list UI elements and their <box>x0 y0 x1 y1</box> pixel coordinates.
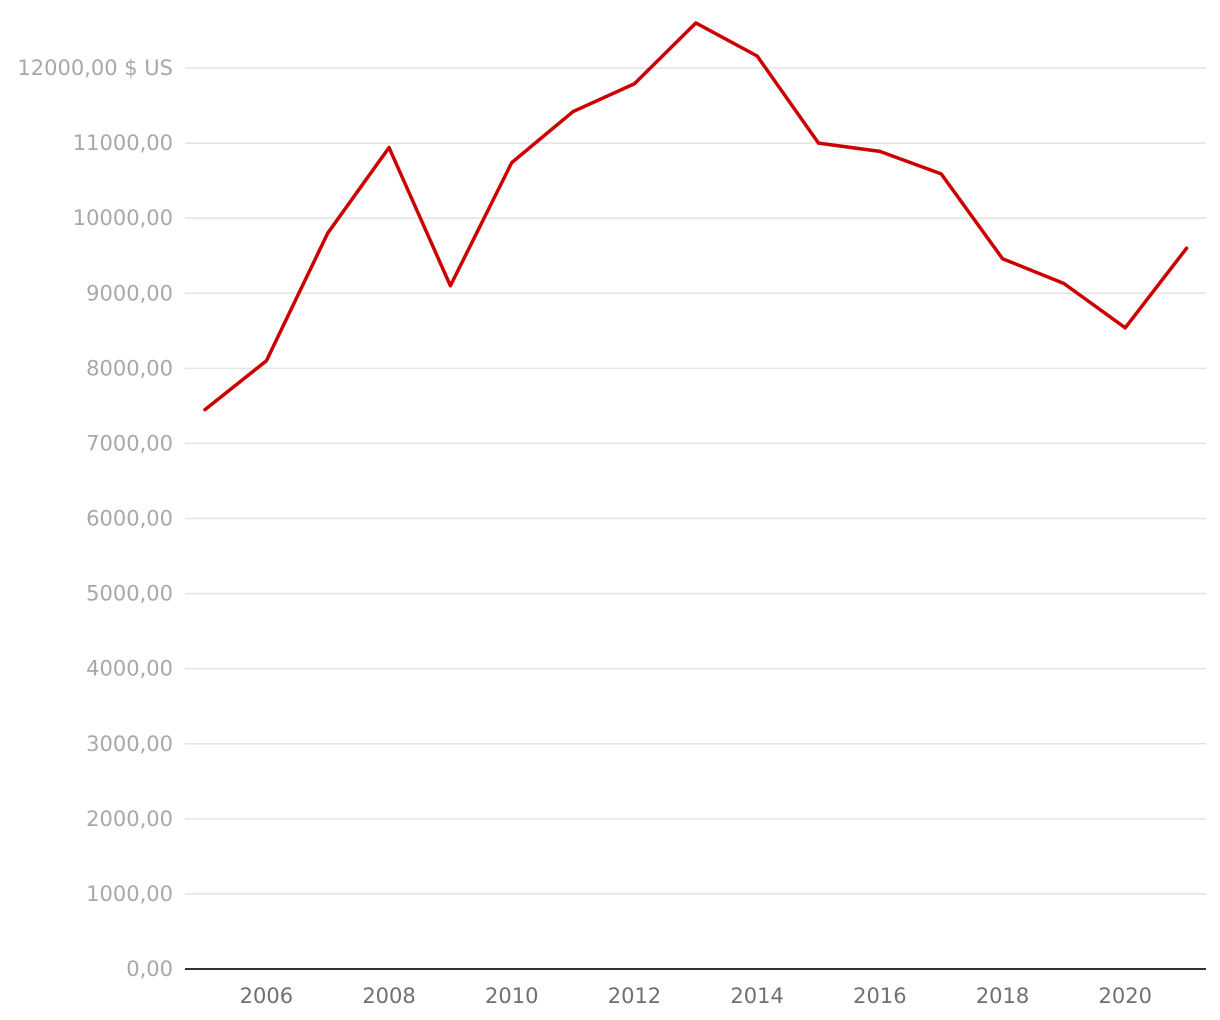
y-tick-label: 5000,00 <box>86 582 173 606</box>
y-tick-label: 0,00 <box>126 957 173 981</box>
y-tick-label: 3000,00 <box>86 732 173 756</box>
series-line <box>203 21 1189 412</box>
x-tick-label: 2014 <box>730 984 783 1008</box>
x-tick-label: 2010 <box>485 984 538 1008</box>
x-tick-label: 2016 <box>853 984 906 1008</box>
y-tick-label: 1000,00 <box>86 882 173 906</box>
x-tick-label: 2006 <box>240 984 293 1008</box>
y-tick-label: 4000,00 <box>86 657 173 681</box>
y-tick-label: 11000,00 <box>73 131 173 155</box>
y-tick-label: 6000,00 <box>86 507 173 531</box>
x-tick-label: 2018 <box>976 984 1029 1008</box>
x-tick-label: 2012 <box>608 984 661 1008</box>
y-tick-label: 9000,00 <box>86 281 173 305</box>
series-lines <box>203 21 1189 412</box>
y-tick-label: 2000,00 <box>86 807 173 831</box>
y-tick-label: 8000,00 <box>86 356 173 380</box>
x-tick-label: 2008 <box>362 984 415 1008</box>
y-axis-tick-labels: 0,00 1000,00 2000,00 3000,00 4000,00 5000,00 6… <box>17 56 173 981</box>
x-axis-tick-labels: 2006 2008 2010 2012 2014 2016 2018 2020 <box>240 984 1152 1008</box>
grid-lines <box>185 67 1206 895</box>
y-tick-label: 10000,00 <box>73 206 173 230</box>
y-tick-label: 12000,00 $ US <box>17 56 173 80</box>
x-tick-label: 2020 <box>1099 984 1152 1008</box>
y-tick-label: 7000,00 <box>86 431 173 455</box>
